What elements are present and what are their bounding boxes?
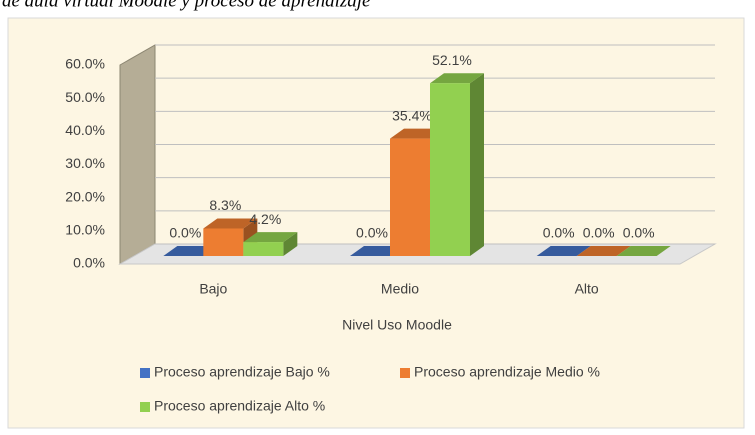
legend-swatch: [400, 368, 410, 378]
bar-top: [203, 218, 258, 229]
bar: [390, 138, 430, 256]
y-tick-label: 50.0%: [65, 89, 105, 105]
y-tick-label: 40.0%: [65, 122, 105, 138]
value-label: 35.4%: [392, 107, 432, 123]
bar: [243, 242, 284, 256]
bar-side: [470, 73, 484, 257]
value-label: 4.2%: [249, 211, 281, 227]
value-label: 52.1%: [432, 52, 472, 68]
y-tick-label: 0.0%: [73, 255, 105, 271]
side-wall: [119, 44, 156, 265]
y-tick-label: 10.0%: [65, 222, 105, 238]
x-tick-label: Bajo: [199, 281, 227, 297]
legend-label: Proceso aprendizaje Alto %: [154, 398, 325, 414]
x-tick-label: Alto: [575, 281, 599, 297]
y-tick-label: 60.0%: [65, 56, 105, 72]
caption: de aula virtual Moodle y proceso de apre…: [2, 0, 371, 11]
legend-swatch: [140, 368, 150, 378]
value-label: 0.0%: [543, 225, 575, 241]
legend-label: Proceso aprendizaje Bajo %: [154, 364, 330, 380]
y-tick-label: 30.0%: [65, 155, 105, 171]
y-tick-label: 20.0%: [65, 188, 105, 204]
legend-swatch: [140, 402, 150, 412]
value-label: 8.3%: [209, 197, 241, 213]
value-label: 0.0%: [583, 225, 615, 241]
x-tick-label: Medio: [381, 281, 419, 297]
value-label: 0.0%: [356, 225, 388, 241]
bar-top: [576, 246, 631, 256]
bar-top: [243, 232, 298, 243]
value-label: 0.0%: [169, 225, 201, 241]
chart-frame: [7, 17, 745, 429]
legend-label: Proceso aprendizaje Medio %: [414, 364, 600, 380]
bar-top: [616, 246, 671, 256]
bar-side: [283, 232, 298, 256]
bar-top: [536, 246, 591, 256]
value-label: 0.0%: [623, 225, 655, 241]
bar: [203, 228, 244, 256]
x-axis-title: Nivel Uso Moodle: [342, 317, 452, 333]
bar: [430, 83, 470, 257]
bar-top: [430, 73, 484, 84]
